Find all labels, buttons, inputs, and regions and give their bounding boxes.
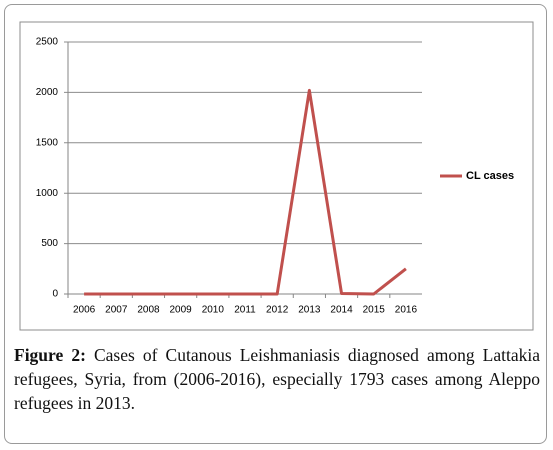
x-tick-label: 2009 bbox=[170, 305, 193, 316]
x-tick-label: 2008 bbox=[137, 305, 160, 316]
chart: 0 500 1000 1500 2000 2500 2006 2007 2008 2009 2010… bbox=[19, 21, 534, 331]
y-tick-label: 1000 bbox=[36, 188, 59, 199]
x-tick-label: 2011 bbox=[234, 305, 256, 316]
x-tick-label: 2014 bbox=[330, 305, 353, 316]
y-tick-label: 2500 bbox=[36, 37, 59, 48]
y-tick-label: 1500 bbox=[36, 137, 59, 148]
y-tick-label: 500 bbox=[41, 238, 58, 249]
figure-frame bbox=[4, 4, 547, 444]
legend-label: CL cases bbox=[466, 170, 514, 182]
y-tick-label: 2000 bbox=[36, 87, 59, 98]
x-tick-label: 2006 bbox=[73, 305, 96, 316]
caption-text: Cases of Cutanous Leishmaniasis diagnose… bbox=[14, 345, 540, 413]
x-tick-label: 2015 bbox=[363, 305, 386, 316]
caption: Figure 2: Cases of Cutanous Leishmaniasi… bbox=[14, 343, 540, 415]
y-tick-label: 0 bbox=[52, 289, 58, 300]
data-line bbox=[84, 88, 407, 296]
x-tick-label: 2016 bbox=[395, 305, 418, 316]
x-tick-label: 2013 bbox=[298, 305, 321, 316]
x-tick-label: 2012 bbox=[266, 305, 289, 316]
x-tick-label: 2007 bbox=[105, 305, 128, 316]
x-tick-label: 2010 bbox=[202, 305, 225, 316]
caption-label: Figure 2: bbox=[14, 345, 86, 365]
